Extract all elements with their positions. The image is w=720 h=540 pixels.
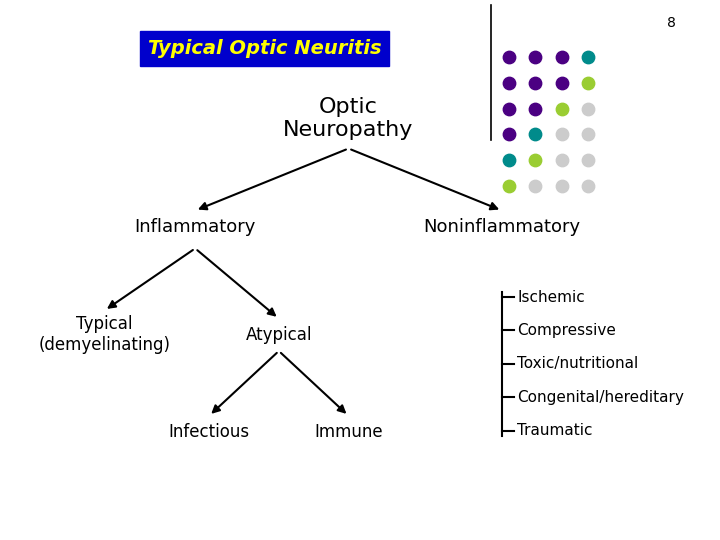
Text: Ischemic: Ischemic [517,289,585,305]
Point [530,52,541,61]
Point [530,130,541,139]
Point [503,130,515,139]
Text: Infectious: Infectious [168,423,250,441]
Point [556,104,567,113]
Point [530,182,541,191]
Point [556,182,567,191]
Point [503,104,515,113]
Point [556,156,567,165]
Point [530,156,541,165]
Text: Typical Optic Neuritis: Typical Optic Neuritis [148,39,382,58]
Point [582,156,594,165]
Text: 8: 8 [667,16,676,30]
Point [503,156,515,165]
Text: Toxic/nutritional: Toxic/nutritional [517,356,639,372]
Text: Typical
(demyelinating): Typical (demyelinating) [39,315,171,354]
Point [503,182,515,191]
Point [530,78,541,87]
Text: Immune: Immune [314,423,383,441]
Point [582,130,594,139]
Text: Congenital/hereditary: Congenital/hereditary [517,390,684,405]
Text: Traumatic: Traumatic [517,423,593,438]
Point [530,104,541,113]
Point [556,52,567,61]
Point [582,104,594,113]
Text: Atypical: Atypical [246,326,312,344]
Point [582,78,594,87]
Text: Inflammatory: Inflammatory [135,218,256,236]
Point [582,52,594,61]
Point [582,182,594,191]
Text: Compressive: Compressive [517,323,616,338]
Point [503,52,515,61]
Text: Noninflammatory: Noninflammatory [423,218,580,236]
Point [556,130,567,139]
Point [556,78,567,87]
Point [503,78,515,87]
Text: Optic
Neuropathy: Optic Neuropathy [284,97,414,140]
